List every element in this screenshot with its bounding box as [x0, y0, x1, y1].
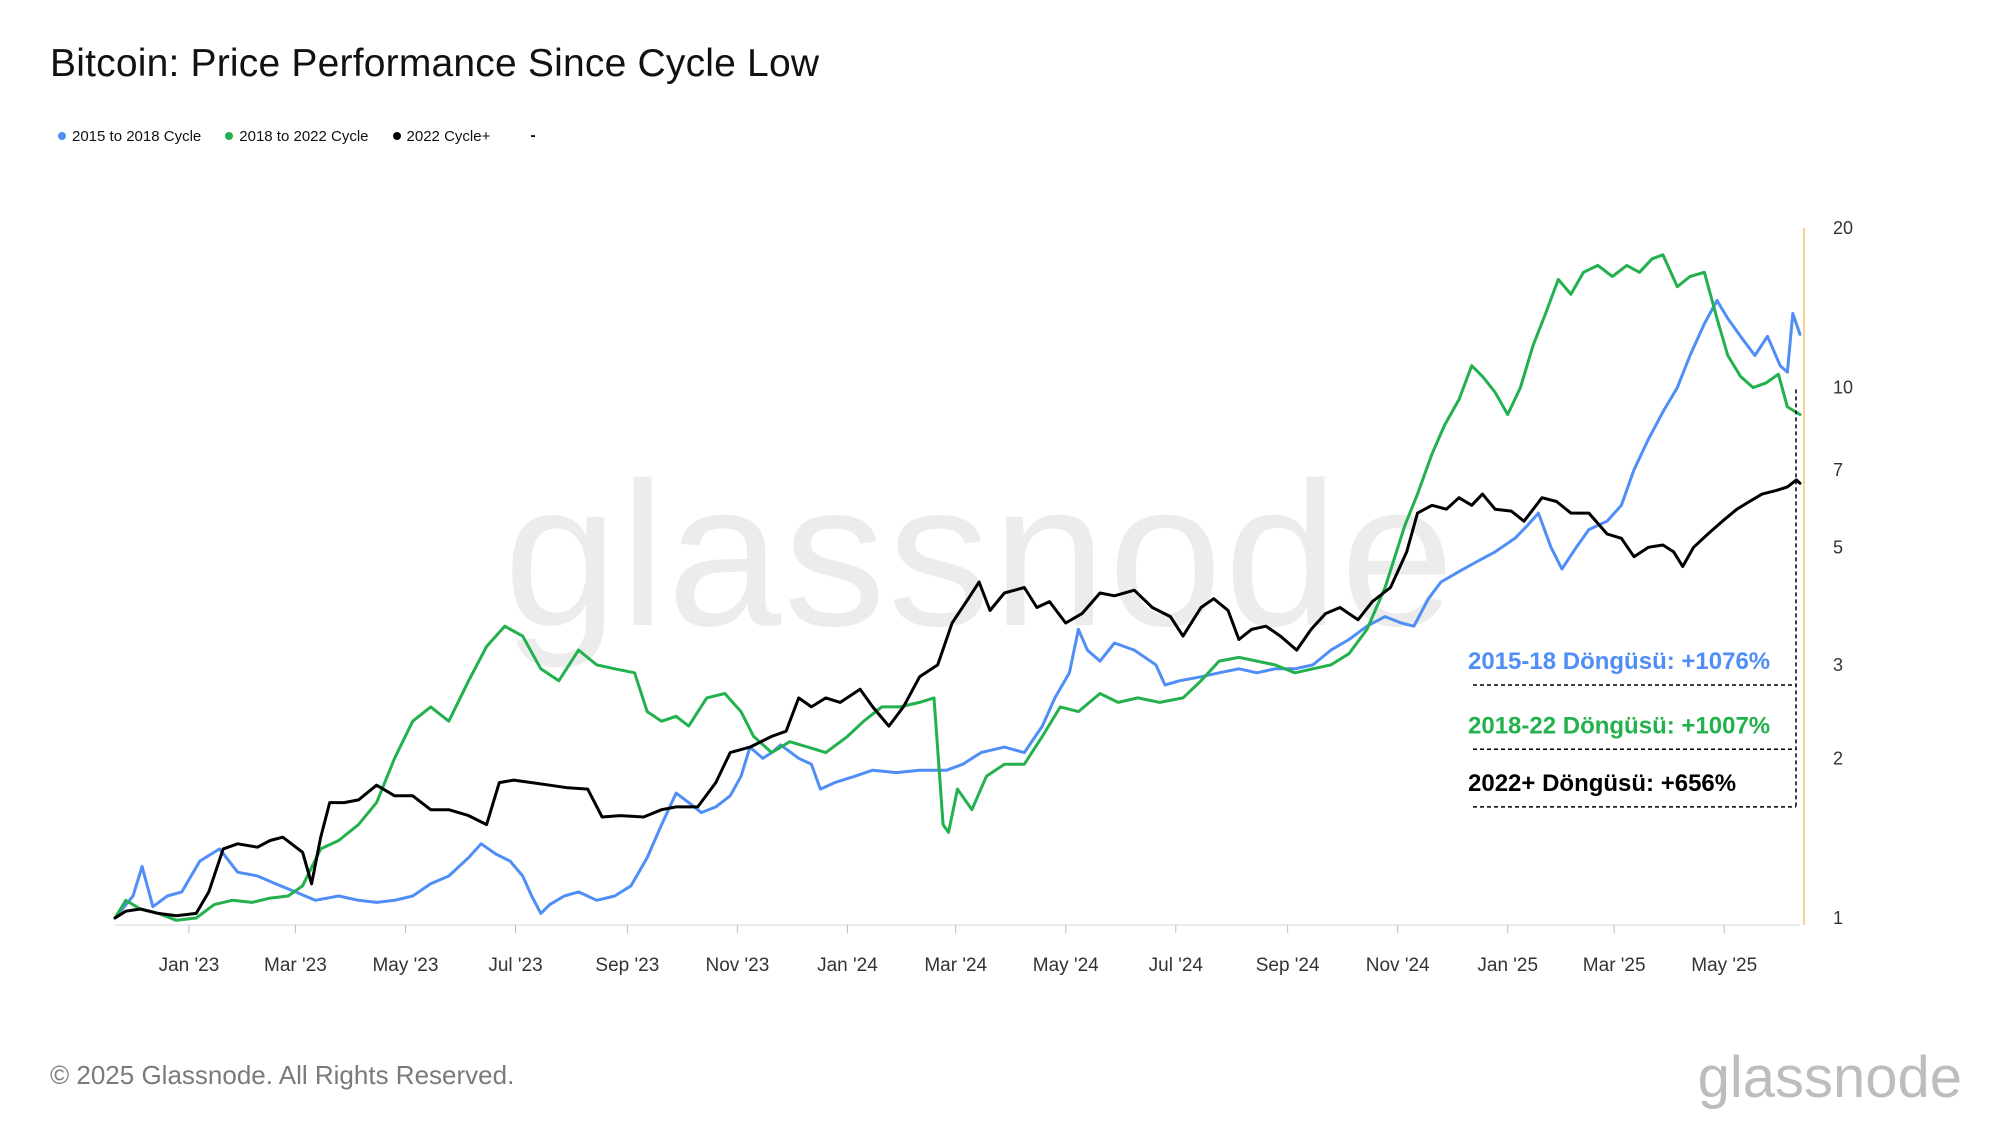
legend-item-2022-cycle[interactable]: 2022 Cycle+ [392, 127, 491, 145]
annotation-label: 2015-18 Döngüsü: +1076% [1468, 648, 1770, 675]
y-tick-label: 1 [1833, 908, 1843, 928]
y-tick-label: 3 [1833, 655, 1843, 675]
legend-label: 2022 Cycle+ [406, 127, 491, 145]
chart-title: Bitcoin: Price Performance Since Cycle L… [50, 42, 820, 85]
footer-logo: glassnode [1698, 1045, 1962, 1110]
x-tick-label: Jul '23 [488, 955, 542, 976]
x-tick-label: May '24 [1033, 955, 1099, 976]
series-line-1 [113, 253, 1802, 922]
annotation-label: 2022+ Döngüsü: +656% [1468, 770, 1736, 797]
legend-label: 2018 to 2022 Cycle [239, 127, 369, 145]
series-line-0 [113, 299, 1802, 920]
legend-item-2015-cycle[interactable]: 2015 to 2018 Cycle [58, 128, 201, 145]
y-tick-label: 10 [1833, 378, 1853, 398]
x-tick-label: Jan '23 [159, 955, 220, 976]
legend-item-2018-cycle[interactable]: 2018 to 2022 Cycle [225, 127, 369, 145]
y-tick-label: 5 [1833, 537, 1843, 557]
x-tick-label: May '25 [1691, 955, 1757, 976]
annotation-label: 2018-22 Döngüsü: +1007% [1468, 712, 1770, 739]
legend-label: 2015 to 2018 Cycle [72, 127, 202, 145]
y-tick-label: 7 [1833, 460, 1843, 480]
legend-dot-2018-icon [225, 132, 234, 140]
x-tick-label: Jan '24 [817, 955, 878, 976]
x-tick-label: Mar '25 [1583, 955, 1646, 976]
legend-dot-2015-icon [58, 132, 66, 140]
x-tick-label: Nov '23 [705, 955, 769, 976]
x-tick-label: May '23 [372, 955, 438, 976]
x-tick-label: Mar '23 [264, 955, 327, 976]
y-tick-label: 20 [1833, 218, 1853, 238]
x-tick-label: Sep '23 [595, 955, 659, 976]
legend: 2015 to 2018 Cycle 2018 to 2022 Cycle 20… [58, 127, 536, 145]
legend-dot-2022-icon [392, 132, 401, 140]
watermark-text: glassnode [504, 440, 1457, 669]
x-tick-label: Jan '25 [1477, 955, 1538, 976]
x-tick-label: Sep '24 [1256, 955, 1320, 976]
x-tick-label: Mar '24 [924, 955, 987, 976]
series-line-2 [113, 478, 1802, 920]
x-tick-label: Nov '24 [1366, 955, 1430, 976]
y-tick-label: 2 [1833, 748, 1843, 768]
legend-extra: - [530, 127, 536, 144]
footer-copyright: © 2025 Glassnode. All Rights Reserved. [50, 1060, 515, 1090]
x-tick-label: Jul '24 [1149, 955, 1204, 976]
